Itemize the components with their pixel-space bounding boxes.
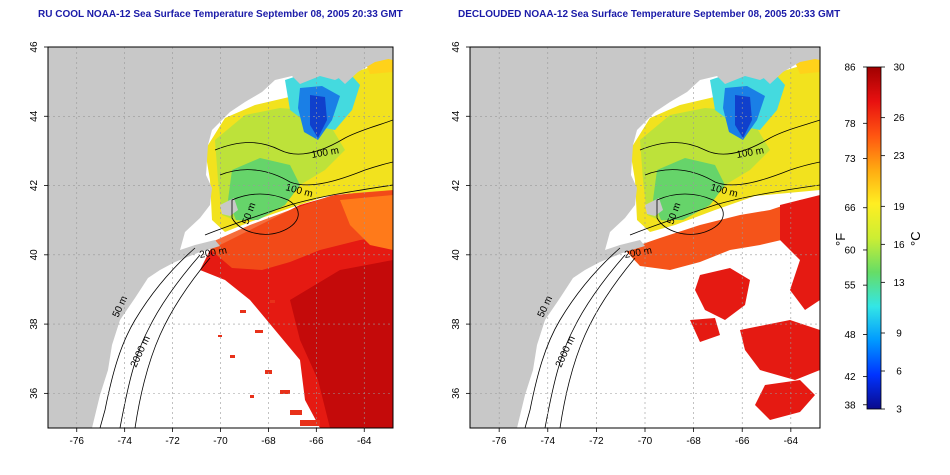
right-y-tick-label-0: 46 (451, 41, 462, 53)
right-sst-warm-patch-east (780, 195, 820, 310)
left-x-tick-label-6: -64 (357, 436, 372, 447)
left-x-tick-label-1: -74 (117, 436, 132, 447)
left-y-tick-label-1: 44 (29, 110, 40, 122)
left-cape-cod (220, 198, 238, 216)
left-grid-lines (48, 46, 393, 428)
right-x-tick-label-5: -66 (735, 436, 750, 447)
right-sst-green-region (653, 158, 725, 220)
colorbar-fahrenheit-ticks: 86 78 73 66 60 55 48 42 38 (844, 63, 867, 411)
left-sst-green-region (228, 158, 300, 220)
left-x-tick-label-2: -72 (165, 436, 180, 447)
left-nova-scotia (330, 50, 393, 84)
right-sst-orange-band (625, 198, 820, 270)
colorbar-celsius-tick-4: 16 (893, 240, 905, 251)
left-long-island (165, 240, 220, 262)
right-sst-field (625, 47, 820, 420)
left-x-tick-label-5: -66 (309, 436, 324, 447)
right-nova-scotia (755, 50, 820, 84)
colorbar-celsius-tick-1: 26 (893, 113, 905, 124)
right-sst-warm-patch-low (755, 380, 815, 420)
colorbar-fahrenheit-tick-2: 73 (844, 154, 856, 165)
colorbar-fahrenheit-tick-6: 48 (844, 330, 856, 341)
right-contour-labels: 100 m 100 m 50 m 200 m 50 m 2000 m (536, 145, 765, 369)
right-x-tick-label-0: -76 (492, 436, 507, 447)
left-panel-title: RU COOL NOAA-12 Sea Surface Temperature … (38, 9, 403, 20)
left-bathymetry-contours (99, 119, 393, 428)
right-x-tick-label-4: -68 (686, 436, 701, 447)
right-map-panel: 100 m 100 m 50 m 200 m 50 m 2000 m -76 -7… (451, 41, 821, 447)
right-contour-label-200m: 200 m (624, 245, 653, 261)
right-map-content: 100 m 100 m 50 m 200 m 50 m 2000 m (470, 47, 820, 428)
right-x-tick-label-3: -70 (638, 436, 653, 447)
left-sst-deep-red-core (290, 260, 393, 428)
right-land (470, 47, 820, 428)
left-axis-ticks: -76 -74 -72 -70 -68 -66 -64 46 44 42 40 38 36 (29, 41, 372, 447)
colorbar-celsius-tick-2: 23 (893, 151, 905, 162)
left-x-tick-label-3: -70 (213, 436, 228, 447)
right-sst-warm-patch-west (690, 318, 720, 342)
left-sst-field (200, 47, 393, 428)
left-y-tick-label-5: 36 (29, 387, 40, 399)
right-y-tick-label-4: 38 (451, 318, 462, 330)
left-sst-eastern-orange (340, 195, 393, 250)
colorbar-celsius-tick-5: 13 (893, 278, 905, 289)
colorbar-fahrenheit-tick-0: 86 (844, 63, 856, 74)
colorbar: 86 78 73 66 60 55 48 42 38 30 26 23 19 16 13 9 6 3 °F °C (833, 63, 923, 416)
colorbar-celsius-tick-6: 9 (896, 329, 902, 340)
colorbar-celsius-tick-0: 30 (893, 63, 905, 74)
colorbar-strip (866, 66, 882, 410)
left-map-panel: 100 m 100 m 50 m 200 m 50 m 2000 m -76 -7… (29, 41, 394, 447)
right-x-tick-label-6: -64 (784, 436, 799, 447)
right-axis-ticks: -76 -74 -72 -70 -68 -66 -64 46 44 42 40 38 36 (451, 41, 798, 447)
colorbar-fahrenheit-tick-8: 38 (844, 400, 856, 411)
right-long-island (590, 240, 645, 262)
right-sst-warm-patch-south (740, 320, 820, 380)
colorbar-fahrenheit-tick-3: 66 (844, 203, 856, 214)
colorbar-celsius-tick-3: 19 (893, 202, 905, 213)
left-x-tick-label-0: -76 (70, 436, 85, 447)
left-x-tick-label-4: -68 (261, 436, 276, 447)
right-x-tick-label-1: -74 (541, 436, 556, 447)
colorbar-fahrenheit-label: °F (833, 233, 848, 246)
right-x-tick-label-2: -72 (589, 436, 604, 447)
right-contour-label-100m-a: 100 m (736, 145, 765, 161)
right-sst-warm-patch-mid (695, 268, 750, 320)
right-y-tick-label-1: 44 (451, 110, 462, 122)
right-cape-cod (645, 198, 663, 216)
right-panel-title: DECLOUDED NOAA-12 Sea Surface Temperatur… (458, 9, 841, 20)
left-contour-label-100m-a: 100 m (311, 145, 340, 161)
colorbar-fahrenheit-tick-4: 60 (844, 245, 856, 256)
right-bathymetry-contours (524, 119, 820, 428)
colorbar-celsius-label: °C (908, 231, 923, 246)
right-y-tick-label-2: 42 (451, 180, 462, 192)
left-y-tick-label-4: 38 (29, 318, 40, 330)
right-y-tick-label-5: 36 (451, 387, 462, 399)
colorbar-fahrenheit-tick-7: 42 (844, 372, 856, 383)
colorbar-celsius-ticks: 30 26 23 19 16 13 9 6 3 (881, 63, 905, 416)
left-y-tick-label-2: 42 (29, 180, 40, 192)
colorbar-celsius-tick-7: 6 (896, 367, 902, 378)
colorbar-fahrenheit-tick-1: 78 (844, 119, 856, 130)
left-land (48, 47, 393, 428)
right-sst-deep-blue-core (735, 95, 752, 138)
right-y-tick-label-3: 40 (451, 249, 462, 261)
left-y-tick-label-3: 40 (29, 249, 40, 261)
colorbar-fahrenheit-tick-5: 55 (844, 281, 856, 292)
colorbar-celsius-tick-8: 3 (896, 405, 902, 416)
left-y-tick-label-0: 46 (29, 41, 40, 53)
